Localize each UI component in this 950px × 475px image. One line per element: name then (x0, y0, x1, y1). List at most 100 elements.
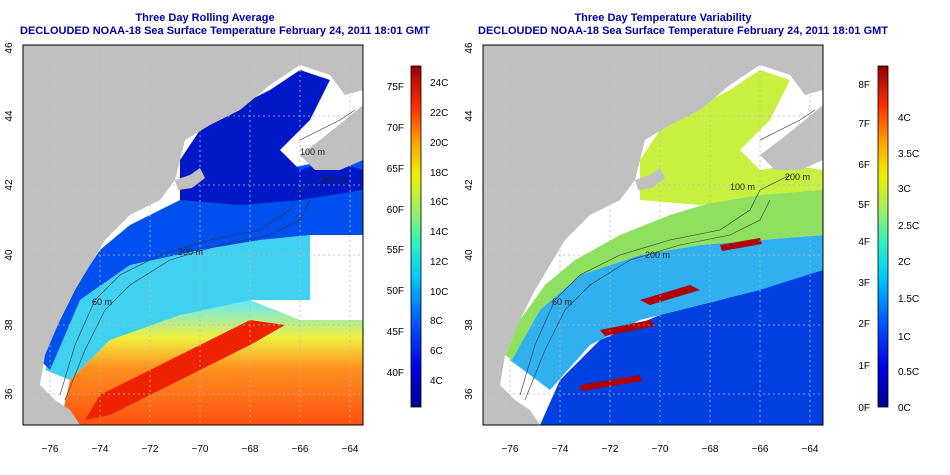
right-colorbar-f-label: 2F (858, 319, 870, 330)
left-map (23, 45, 363, 425)
right-land-mainland (483, 45, 823, 425)
left-colorbar-f-label: 55F (387, 245, 404, 256)
left-colorbar-c-label: 4C (430, 376, 443, 387)
right-colorbar-c-label: 4C (898, 113, 911, 124)
right-lat-label: 40 (464, 249, 475, 261)
right-colorbar-f-label: 4F (858, 237, 870, 248)
right-colorbar-f-label: 6F (858, 160, 870, 171)
left-lat-label: 38 (4, 319, 15, 331)
right-lon-labels: −76 −74 −72 −70 −68 −66 −64 (502, 444, 819, 455)
right-colorbar-c-label: 3C (898, 184, 911, 195)
right-land-cape-cod (635, 168, 665, 190)
left-colorbar-f-label: 65F (387, 164, 404, 175)
right-colorbar-f-label: 0F (858, 403, 870, 414)
left-contour-label-60m: 60 m (92, 297, 112, 307)
right-gulf-of-maine (640, 70, 823, 205)
left-map-frame (22, 44, 364, 426)
left-colorbar-f-label: 50F (387, 286, 404, 297)
left-title: Three Day Rolling Average DECLOUDED NOAA… (20, 12, 431, 38)
left-title-line1: Three Day Rolling Average (135, 12, 275, 24)
left-colorbar-f-label: 60F (387, 205, 404, 216)
right-colorbar-c-label: 3.5C (898, 149, 919, 160)
left-colorbar-c-label: 18C (430, 168, 448, 179)
right-land-nova-scotia (760, 105, 823, 170)
left-colorbar (410, 65, 422, 408)
right-slope-mixed (510, 235, 823, 390)
right-colorbar-c-label: 0.5C (898, 367, 919, 378)
left-colorbar-c-label: 8C (430, 316, 443, 327)
left-lat-label: 40 (4, 249, 15, 261)
left-colorbar-c-label: 20C (430, 138, 448, 149)
left-contour-label-200m-b: 200 m (322, 175, 347, 185)
right-lon-label: −74 (552, 444, 569, 455)
left-slope-water (45, 235, 310, 380)
right-colorbar-c-label: 1C (898, 332, 911, 343)
right-contour-label-200m-b: 200 m (785, 172, 810, 182)
right-lat-label: 44 (464, 110, 475, 122)
left-lat-label: 46 (4, 42, 15, 54)
left-colorbar-f-label: 40F (387, 368, 404, 379)
right-colorbar-f-label: 3F (858, 278, 870, 289)
left-colorbar-f-label: 70F (387, 123, 404, 134)
left-lon-label: −64 (342, 444, 359, 455)
left-lat-label: 42 (4, 179, 15, 191)
right-offshore-low-variability (540, 270, 823, 425)
left-land-mainland (23, 45, 363, 425)
left-lat-label: 44 (4, 110, 15, 122)
left-land-cape-cod (175, 168, 205, 190)
right-title-line2: DECLOUDED NOAA-18 Sea Surface Temperatur… (478, 25, 889, 37)
right-contours (519, 109, 816, 401)
right-lat-label: 46 (464, 42, 475, 54)
left-shelf-cold (40, 160, 363, 370)
right-title: Three Day Temperature Variability DECLOU… (478, 12, 889, 38)
right-lat-labels: 36 38 40 42 44 46 (464, 42, 475, 400)
left-gulfstream-core (85, 320, 285, 420)
right-lon-label: −72 (602, 444, 619, 455)
left-lon-label: −66 (292, 444, 309, 455)
left-title-line2: DECLOUDED NOAA-18 Sea Surface Temperatur… (20, 25, 431, 37)
right-colorbar-c-label: 1.5C (898, 294, 919, 305)
right-colorbar-f-label: 5F (858, 200, 870, 211)
right-contour-label-100m: 100 m (730, 182, 755, 192)
left-contour-label-100m: 100 m (300, 147, 325, 157)
right-lat-label: 36 (464, 388, 475, 400)
right-colorbar-c-label: 0C (898, 403, 911, 414)
left-lat-labels: 36 38 40 42 44 46 (4, 42, 15, 400)
right-lon-label: −64 (802, 444, 819, 455)
right-shelf-moderate (505, 185, 823, 360)
left-lon-label: −74 (92, 444, 109, 455)
left-colorbar-f-label: 45F (387, 327, 404, 338)
right-lon-label: −76 (502, 444, 519, 455)
left-lat-label: 36 (4, 388, 15, 400)
left-colorbar-c-label: 10C (430, 287, 448, 298)
left-gulf-of-maine (180, 70, 363, 205)
left-gridlines (23, 45, 363, 425)
left-lon-label: −72 (142, 444, 159, 455)
left-contour-label-200m: 200 m (178, 247, 203, 257)
right-colorbar-c-label: 2C (898, 257, 911, 268)
right-colorbar-c-labels: 0C 0.5C 1C 1.5C 2C 2.5C 3C 3.5C 4C (898, 113, 919, 414)
right-high-variability-streaks (580, 238, 762, 391)
left-colorbar-c-label: 24C (430, 78, 448, 89)
right-gridlines (483, 45, 823, 425)
left-lon-label: −68 (242, 444, 259, 455)
left-lon-label: −76 (42, 444, 59, 455)
left-land-nova-scotia (300, 105, 363, 170)
right-colorbar-f-labels: 0F 1F 2F 3F 4F 5F 6F 7F 8F (858, 80, 870, 414)
right-contour-label-60m: 60 m (552, 297, 572, 307)
left-lon-labels: −76 −74 −72 −70 −68 −66 −64 (42, 444, 359, 455)
left-colorbar-c-label: 12C (430, 257, 448, 268)
right-colorbar-f-label: 7F (858, 119, 870, 130)
right-contour-label-200m: 200 m (645, 250, 670, 260)
right-colorbar-c-label: 2.5C (898, 221, 919, 232)
right-map-frame (482, 44, 824, 426)
left-lon-label: −70 (192, 444, 209, 455)
right-lon-label: −66 (752, 444, 769, 455)
left-colorbar-f-label: 75F (387, 82, 404, 93)
right-colorbar-f-label: 1F (858, 361, 870, 372)
right-lat-label: 42 (464, 179, 475, 191)
left-colorbar-c-label: 16C (430, 197, 448, 208)
right-map (483, 45, 823, 425)
right-lon-label: −70 (652, 444, 669, 455)
